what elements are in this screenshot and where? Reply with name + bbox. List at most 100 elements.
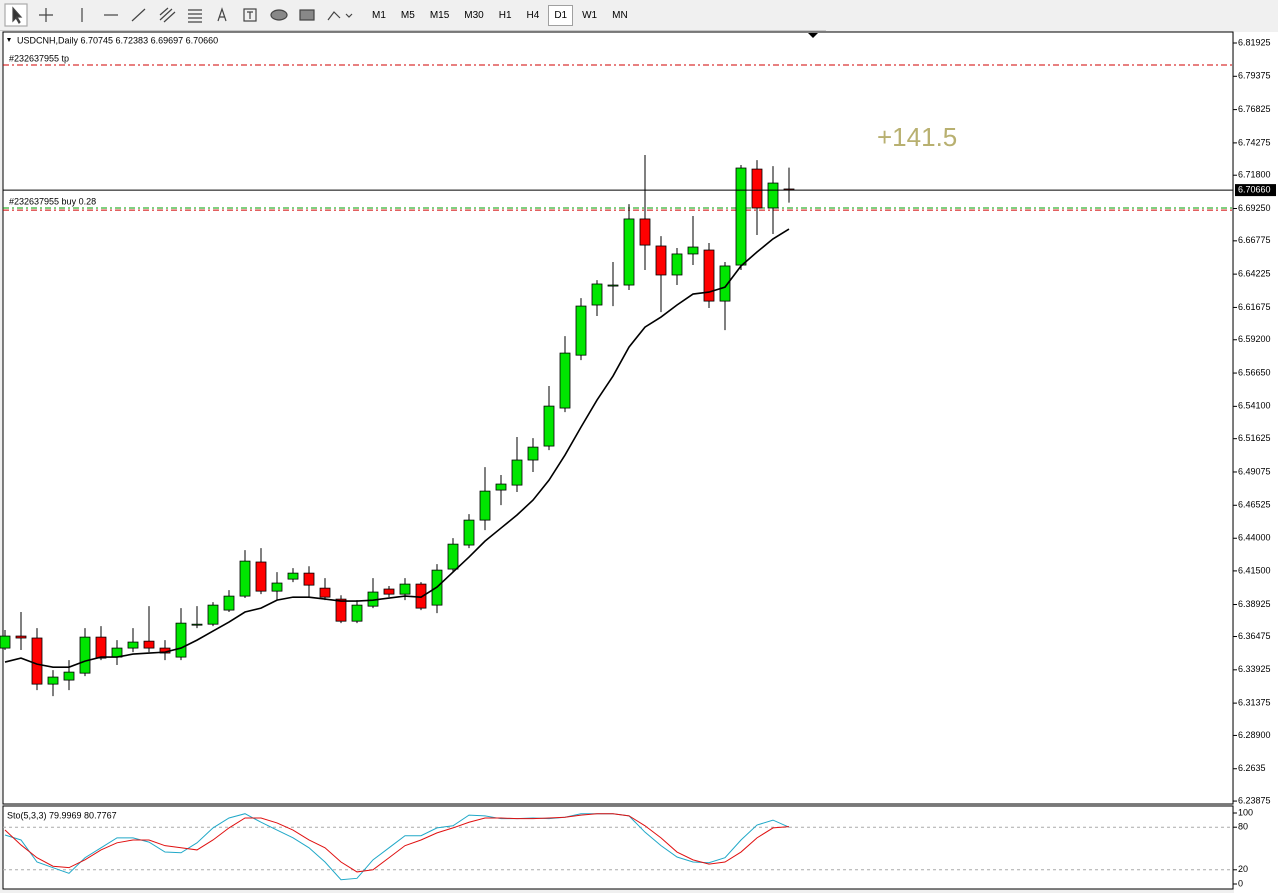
last-price-box <box>1235 184 1276 197</box>
candle-body <box>687 246 699 255</box>
candle-body <box>319 587 331 598</box>
timeframe-button[interactable]: M5 <box>400 10 415 21</box>
shift-marker <box>808 33 818 38</box>
candle-body <box>303 572 315 586</box>
y-tick-label: 6.46525 <box>1238 500 1271 510</box>
y-tick-label: 6.49075 <box>1238 466 1271 476</box>
timeframe-button[interactable]: M15 <box>429 10 450 21</box>
candle-body <box>79 636 91 674</box>
y-tick-label: 80 <box>1238 822 1248 832</box>
moving-average <box>4 228 790 668</box>
candle-body <box>255 561 267 592</box>
candle-body <box>623 218 635 286</box>
candle-body <box>527 446 539 461</box>
y-tick-label: 6.66775 <box>1238 235 1271 245</box>
y-tick-label: 6.74275 <box>1238 137 1271 147</box>
y-tick-label: 6.31375 <box>1238 697 1271 707</box>
y-tick-label: 6.79375 <box>1238 71 1271 81</box>
price-axis <box>1234 32 1278 893</box>
y-tick-label: 6.38925 <box>1238 599 1271 609</box>
toolbar-icons <box>4 3 353 27</box>
y-tick-label: 6.59200 <box>1238 334 1271 344</box>
candle-body <box>223 595 235 611</box>
timeframe-button[interactable]: D1 <box>548 5 574 26</box>
candle-body <box>575 305 587 356</box>
y-tick-label: 6.56650 <box>1238 367 1271 377</box>
y-tick-label: 6.64225 <box>1238 269 1271 279</box>
chart-title: USDCNH,Daily 6.70745 6.72383 6.69697 6.7… <box>17 35 218 45</box>
candle-body <box>607 284 619 287</box>
candle-body <box>239 560 251 597</box>
timeframe-button[interactable]: MN <box>612 10 628 21</box>
candle-body <box>495 483 507 491</box>
y-tick-label: 0 <box>1238 878 1243 888</box>
profit-annotation: +141.5 <box>877 122 957 152</box>
sub-title: Sto(5,3,3) 79.9969 80.7767 <box>7 810 117 820</box>
y-tick-label: 6.36475 <box>1238 631 1271 641</box>
candle-body <box>639 218 651 246</box>
candle-body <box>751 168 763 209</box>
candle-body <box>447 543 459 570</box>
timeframe-button[interactable]: W1 <box>582 10 598 21</box>
candle-body <box>399 583 411 595</box>
candle-body <box>479 490 491 521</box>
y-tick-label: 6.41500 <box>1238 565 1271 575</box>
candle-body <box>719 265 731 302</box>
candle-body <box>591 283 603 306</box>
last-price-label: 6.70660 <box>1238 184 1271 194</box>
timeframes: M1 M5 M15 M30 H1 H4 D1 W1 MN <box>366 5 637 26</box>
candle-body <box>287 572 299 580</box>
y-tick-label: 6.44000 <box>1238 533 1271 543</box>
timeframe-button[interactable]: H4 <box>526 10 540 21</box>
timeframe-button[interactable]: M1 <box>372 10 386 21</box>
header-marker <box>7 38 11 42</box>
y-tick-label: 6.2635 <box>1238 763 1266 773</box>
y-tick-label: 6.76825 <box>1238 104 1271 114</box>
candle-body <box>207 604 219 625</box>
stoch-line <box>4 813 790 873</box>
candle-body <box>271 582 283 592</box>
main-panel <box>2 31 1234 805</box>
candle-body <box>767 182 779 209</box>
candle-body <box>415 583 427 609</box>
timeframe-button[interactable]: H1 <box>498 10 512 21</box>
candle-body <box>191 623 203 626</box>
candle-body <box>175 622 187 658</box>
candle-body <box>735 167 747 266</box>
candle-body <box>383 588 395 595</box>
y-tick-label: 6.33925 <box>1238 664 1271 674</box>
candle-body <box>543 405 555 447</box>
candle-body <box>15 635 27 639</box>
y-tick-label: 6.54100 <box>1238 401 1271 411</box>
candle-body <box>47 676 59 685</box>
order-label: #232637955 tp <box>9 53 69 63</box>
y-tick-label: 6.69250 <box>1238 203 1271 213</box>
candle-body <box>655 245 667 276</box>
candle-body <box>143 640 155 649</box>
candle-body <box>335 598 347 622</box>
timeframe-button[interactable]: M30 <box>464 10 484 21</box>
sub-panel <box>2 805 1234 890</box>
candle-body <box>63 671 75 681</box>
candle-body <box>559 352 571 409</box>
candle-body <box>511 459 523 486</box>
y-tick-label: 6.51625 <box>1238 433 1271 443</box>
y-tick-label: 20 <box>1238 864 1248 874</box>
y-tick-label: 6.81925 <box>1238 37 1271 47</box>
candle-body <box>351 604 363 622</box>
candle-body <box>0 635 11 649</box>
candle-body <box>127 641 139 649</box>
candle-body <box>703 249 715 302</box>
toolbar: M1 M5 M15 M30 H1 H4 D1 W1 MN <box>0 0 826 31</box>
order-label: #232637955 buy 0.28 <box>9 196 96 206</box>
y-tick-label: 6.71800 <box>1238 170 1271 180</box>
y-tick-label: 6.61675 <box>1238 302 1271 312</box>
candle-body <box>31 637 43 685</box>
stoch-line <box>4 813 790 881</box>
candle-body <box>671 253 683 276</box>
candle-body <box>463 519 475 546</box>
y-tick-label: 6.28900 <box>1238 730 1271 740</box>
candle-body <box>95 636 107 659</box>
